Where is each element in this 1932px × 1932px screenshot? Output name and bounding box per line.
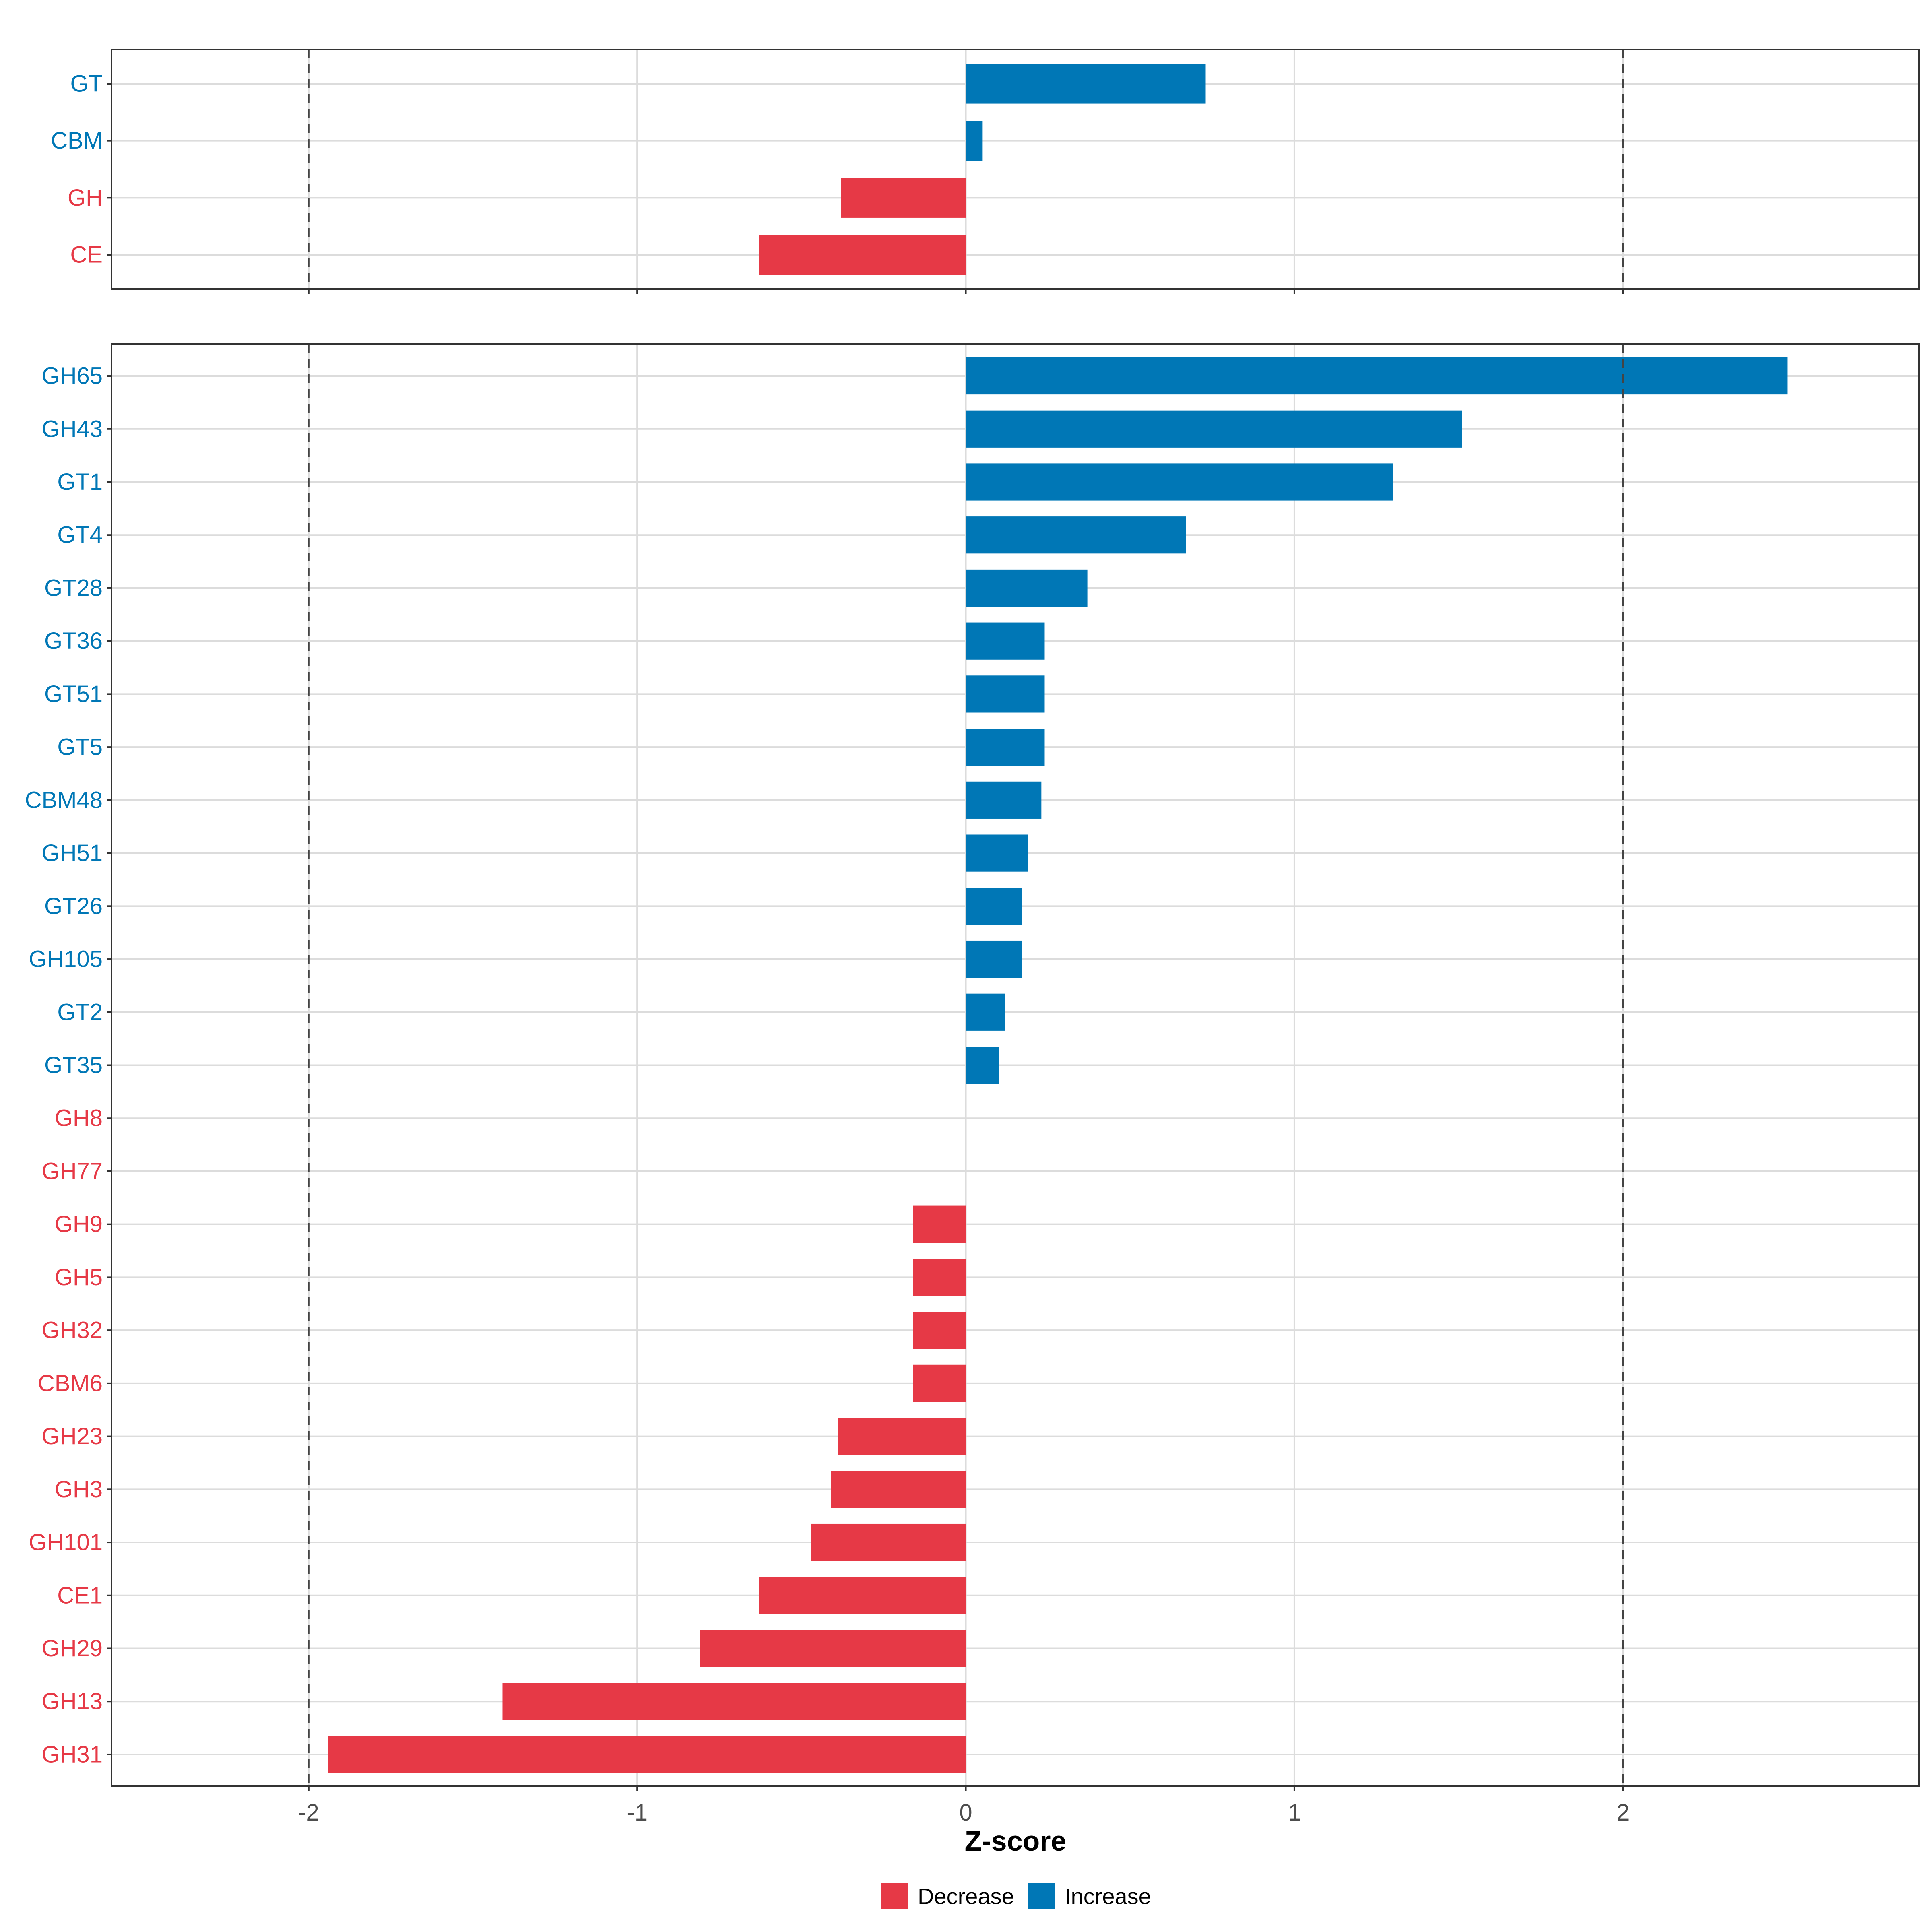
- y-tick-label: GH3: [55, 1476, 103, 1503]
- bar-gt1: [966, 463, 1393, 501]
- y-tick-label: GH31: [41, 1741, 103, 1767]
- bar-gh51: [966, 834, 1028, 872]
- bar-gh5: [913, 1259, 966, 1296]
- bar-cbm: [966, 121, 983, 161]
- bar-ce: [759, 235, 966, 275]
- y-tick-label: GH101: [29, 1530, 103, 1556]
- y-tick-label: GH: [68, 185, 103, 211]
- y-tick-label: GH65: [41, 363, 103, 389]
- bar-cbm48: [966, 781, 1042, 819]
- x-tick-label: -1: [627, 1800, 648, 1826]
- y-tick-label: GH43: [41, 416, 103, 442]
- bar-gh32: [913, 1312, 966, 1349]
- x-tick-label: 1: [1288, 1800, 1301, 1826]
- panel-top: GT CBM GH CE: [51, 49, 1920, 294]
- x-tick-label: -2: [298, 1800, 319, 1826]
- y-tick-label: GH32: [41, 1317, 103, 1344]
- legend-label-increase: Increase: [1065, 1884, 1151, 1909]
- bar-gt4: [966, 516, 1186, 554]
- legend-key-increase: [1028, 1883, 1055, 1909]
- y-tick-label: GH9: [55, 1211, 103, 1237]
- y-tick-label: GT26: [44, 893, 103, 919]
- bar-gh65: [966, 357, 1788, 395]
- y-tick-label: GT4: [57, 522, 103, 548]
- y-tick-label: CBM: [51, 128, 103, 154]
- y-tick-label: GT28: [44, 575, 103, 601]
- y-tick-label: GH77: [41, 1158, 103, 1184]
- bar-ce1: [759, 1577, 966, 1614]
- bar-gh: [841, 178, 966, 218]
- y-tick-label: CBM48: [25, 787, 103, 813]
- bar-gh9: [913, 1205, 966, 1243]
- bar-gt36: [966, 622, 1045, 660]
- y-tick-label: GH29: [41, 1635, 103, 1662]
- y-tick-label: GH5: [55, 1264, 103, 1290]
- x-axis: Z-score -2 -1 0 1 2: [298, 1800, 1629, 1857]
- x-tick-label: 0: [959, 1800, 972, 1826]
- panel-bottom: GH65 GH43 GT1 GT4 GT28 GT36 GT51 GT5 CBM48 GH51 GT…: [25, 343, 1920, 1791]
- bar-gh43: [966, 410, 1462, 448]
- bar-gt28: [966, 569, 1088, 607]
- bar-cbm6: [913, 1364, 966, 1402]
- y-tick-label: GH23: [41, 1423, 103, 1449]
- y-tick-label: GH13: [41, 1688, 103, 1715]
- y-tick-label: CE: [70, 242, 103, 268]
- legend-key-decrease: [881, 1883, 908, 1909]
- y-tick-label: GH51: [41, 840, 103, 866]
- y-tick-label: GT51: [44, 681, 103, 707]
- panel-border: [111, 49, 1920, 290]
- legend-label-decrease: Decrease: [918, 1884, 1014, 1909]
- x-tick-label: 2: [1616, 1800, 1629, 1826]
- y-tick-label: GT: [70, 71, 103, 97]
- bar-gh105: [966, 940, 1022, 978]
- y-tick-label: GH8: [55, 1105, 103, 1131]
- y-tick-label: CE1: [57, 1582, 103, 1608]
- bar-gh31: [328, 1736, 966, 1773]
- bar-gh29: [700, 1630, 966, 1667]
- y-tick-label: GT35: [44, 1052, 103, 1078]
- bar-gh23: [838, 1418, 966, 1455]
- y-tick-label: CBM6: [38, 1370, 103, 1396]
- bar-gt51: [966, 675, 1045, 713]
- bar-gt: [966, 64, 1206, 104]
- bar-gt35: [966, 1046, 999, 1084]
- y-tick-label: GT36: [44, 628, 103, 654]
- bar-gh13: [502, 1683, 966, 1720]
- legend: Decrease Increase: [881, 1883, 1151, 1909]
- y-tick-label: GH105: [29, 946, 103, 972]
- y-tick-label: GT5: [57, 734, 103, 760]
- x-axis-title: Z-score: [965, 1825, 1067, 1857]
- bar-gh3: [831, 1471, 966, 1508]
- bar-gh101: [811, 1523, 966, 1561]
- y-tick-label: GT2: [57, 999, 103, 1025]
- bar-gt2: [966, 993, 1005, 1031]
- bar-gt26: [966, 888, 1022, 925]
- bar-gt5: [966, 729, 1045, 766]
- y-tick-label: GT1: [57, 469, 103, 495]
